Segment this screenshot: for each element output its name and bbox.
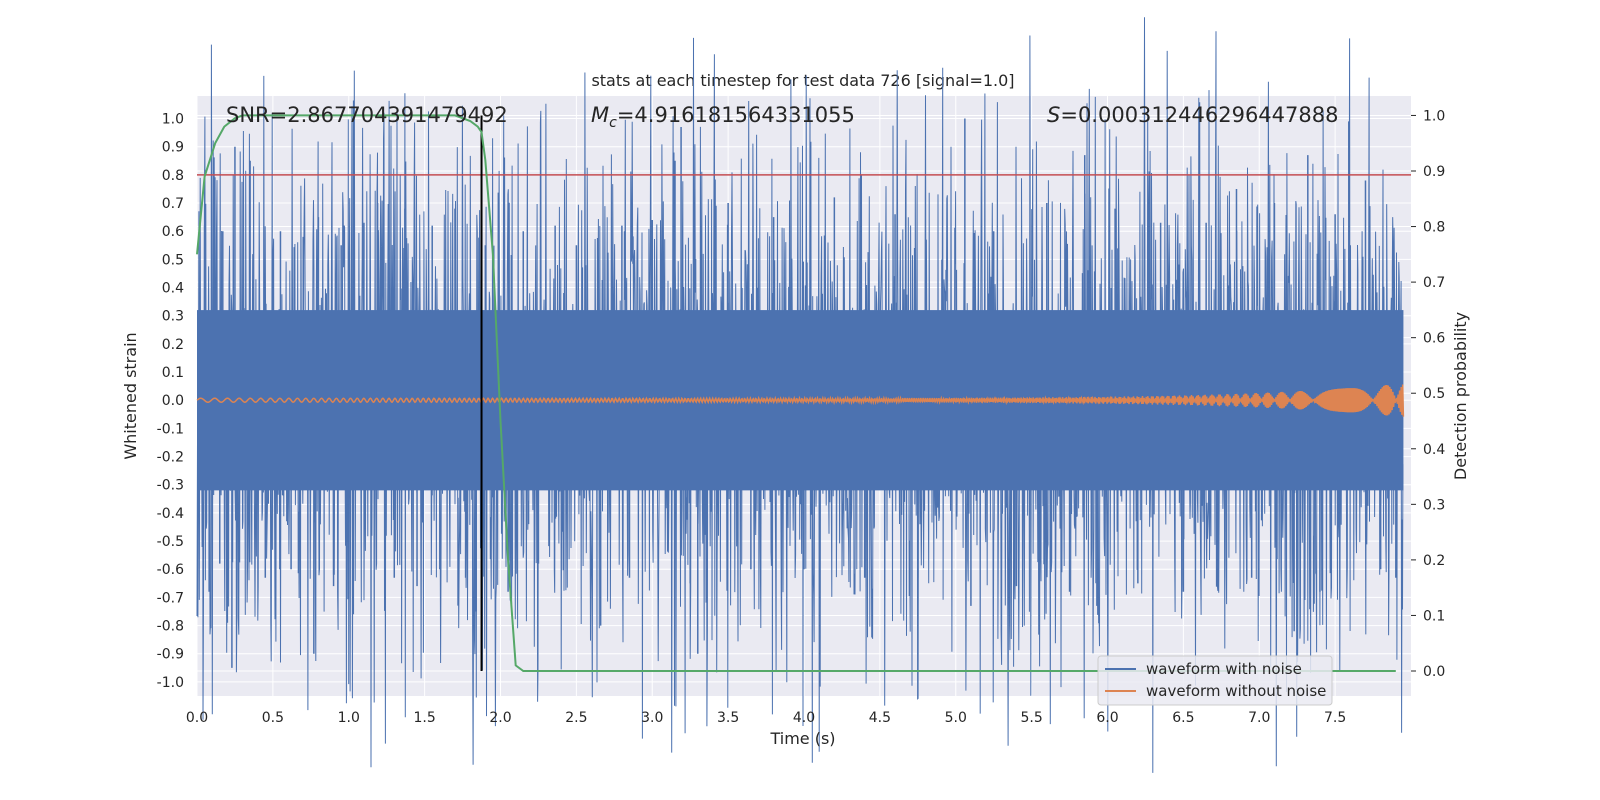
y-tick-label: 0.0 (162, 393, 184, 409)
y-tick-label: 1.0 (162, 112, 184, 128)
y2-tick-label: 0.1 (1423, 608, 1445, 624)
y-tick-label: -0.7 (157, 590, 184, 606)
y-tick-label: -0.4 (157, 506, 184, 522)
s-annotation: S=0.000312446296447888 (1047, 103, 1338, 127)
x-tick-label: 2.0 (489, 710, 511, 726)
x-tick-label: 1.5 (413, 710, 435, 726)
legend-label-clean: waveform without noise (1146, 682, 1326, 700)
y2-tick-label: 0.2 (1423, 553, 1445, 569)
x-tick-label: 7.0 (1248, 710, 1270, 726)
clean-trace (196, 384, 1405, 417)
y-tick-label: -0.3 (157, 478, 184, 494)
x-tick-label: 6.0 (1096, 710, 1118, 726)
x-tick-labels: 0.0 0.5 1.0 1.5 2.0 2.5 3.0 3.5 4.0 4.5 5.0 5.5 6.0 6… (186, 710, 1346, 726)
y-tick-label: 0.9 (162, 140, 184, 156)
x-tick-label: 6.5 (1172, 710, 1194, 726)
y2-tick-label: 0.7 (1423, 275, 1445, 291)
y-tick-labels: 1.0 0.9 0.8 0.7 0.6 0.5 0.4 0.3 0.2 0.1 0.0 -0.1 -0.… (157, 112, 184, 691)
snr-annotation: SNR=2.867704391479492 (226, 103, 508, 127)
y2-tick-labels: 1.0 0.9 0.8 0.7 0.6 0.5 0.4 0.3 0.2 0.1 0.0 (1411, 108, 1445, 680)
x-axis-label: Time (s) (769, 729, 835, 748)
reference-lines (197, 115, 1411, 671)
legend-label-noise: waveform with noise (1146, 660, 1302, 678)
legend: waveform with noise waveform without noi… (1097, 655, 1333, 706)
x-tick-label: 2.5 (565, 710, 587, 726)
y-tick-label: -0.6 (157, 562, 184, 578)
mc-symbol: M (591, 103, 609, 127)
y2-tick-label: 0.4 (1423, 442, 1445, 458)
y-axis-label: Whitened strain (121, 332, 140, 459)
y-tick-label: 0.5 (162, 252, 184, 268)
x-tick-label: 0.5 (262, 710, 284, 726)
y-tick-label: -1.0 (157, 675, 184, 691)
y-tick-label: 0.4 (162, 281, 184, 297)
chart-title: stats at each timestep for test data 726… (591, 71, 1014, 90)
chirp-mass-annotation: Mc=4.916181564331055 (591, 103, 855, 131)
y-tick-label: -0.1 (157, 421, 184, 437)
y-tick-label: 0.8 (162, 168, 184, 184)
legend-box (1097, 655, 1333, 706)
s-value: =0.000312446296447888 (1060, 103, 1338, 127)
y-tick-label: -0.9 (157, 647, 184, 663)
y2-tick-label: 0.0 (1423, 664, 1445, 680)
x-tick-label: 5.0 (945, 710, 967, 726)
y-tick-label: 0.7 (162, 196, 184, 212)
y2-tick-label: 0.3 (1423, 497, 1445, 513)
probability-trace (196, 114, 1396, 672)
y2-tick-label: 1.0 (1423, 108, 1445, 124)
x-tick-label: 3.5 (717, 710, 739, 726)
y-tick-label: -0.2 (157, 450, 184, 466)
y-tick-label: 0.6 (162, 224, 184, 240)
y-tick-label: -0.5 (157, 534, 184, 550)
x-tick-label: 7.5 (1324, 710, 1346, 726)
mc-subscript: c (609, 115, 617, 131)
y-tick-label: -0.8 (157, 619, 184, 635)
y2-tick-label: 0.5 (1423, 386, 1445, 402)
y-tick-label: 0.1 (162, 365, 184, 381)
x-tick-label: 3.0 (641, 710, 663, 726)
s-symbol: S (1047, 103, 1060, 127)
y2-axis-label: Detection probability (1451, 312, 1470, 480)
clean-series (196, 384, 1405, 417)
probability-series (196, 114, 1396, 672)
x-tick-label: 5.5 (1020, 710, 1042, 726)
x-tick-label: 0.0 (186, 710, 208, 726)
x-tick-label: 1.0 (338, 710, 360, 726)
mc-value: =4.916181564331055 (617, 103, 855, 127)
y-tick-label: 0.3 (162, 309, 184, 325)
x-tick-label: 4.5 (869, 710, 891, 726)
x-tick-label: 4.0 (793, 710, 815, 726)
y2-tick-label: 0.9 (1423, 164, 1445, 180)
y2-tick-label: 0.6 (1423, 331, 1445, 347)
y2-tick-label: 0.8 (1423, 220, 1445, 236)
y-tick-label: 0.2 (162, 337, 184, 353)
